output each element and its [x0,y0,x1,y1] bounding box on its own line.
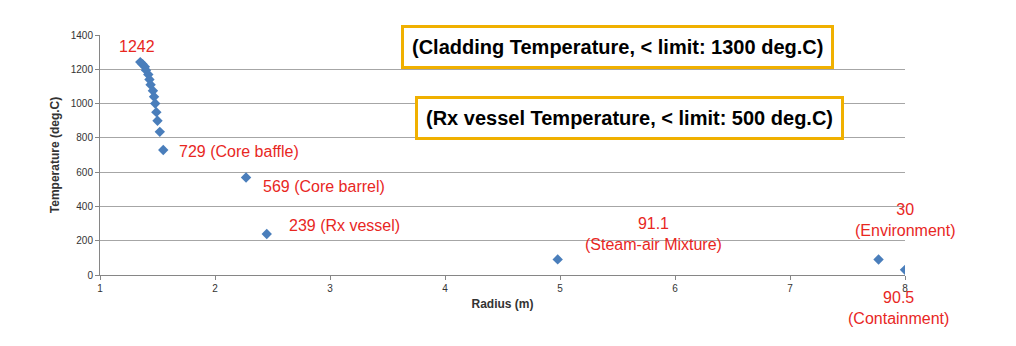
svg-text:400: 400 [76,201,93,212]
svg-text:200: 200 [76,235,93,246]
svg-text:90.5(Containment): 90.5(Containment) [848,289,949,327]
svg-text:800: 800 [76,132,93,143]
svg-text:Radius (m): Radius (m) [471,297,533,311]
svg-text:569 (Core barrel): 569 (Core barrel) [263,178,385,195]
svg-text:1: 1 [97,283,103,294]
svg-text:5: 5 [557,283,563,294]
svg-text:1200: 1200 [71,64,94,75]
svg-text:30(Environment): 30(Environment) [855,201,955,239]
svg-text:1400: 1400 [71,30,94,41]
svg-text:600: 600 [76,167,93,178]
svg-text:91.1(Steam-air Mixture): 91.1(Steam-air Mixture) [585,215,722,253]
svg-text:3: 3 [327,283,333,294]
svg-text:(Cladding Temperature, < limit: (Cladding Temperature, < limit: 1300 deg… [412,36,823,58]
svg-text:239 (Rx vessel): 239 (Rx vessel) [289,217,400,234]
svg-text:1242: 1242 [119,38,155,55]
svg-text:2: 2 [212,283,218,294]
svg-text:Temperature (deg.C): Temperature (deg.C) [48,97,62,213]
svg-text:(Rx vessel Temperature, < limi: (Rx vessel Temperature, < limit: 500 deg… [426,107,833,129]
svg-text:6: 6 [672,283,678,294]
svg-text:8: 8 [902,283,908,294]
svg-text:1000: 1000 [71,98,94,109]
svg-text:7: 7 [787,283,793,294]
svg-text:0: 0 [87,270,93,281]
svg-text:729 (Core baffle): 729 (Core baffle) [179,143,299,160]
svg-text:4: 4 [442,283,448,294]
